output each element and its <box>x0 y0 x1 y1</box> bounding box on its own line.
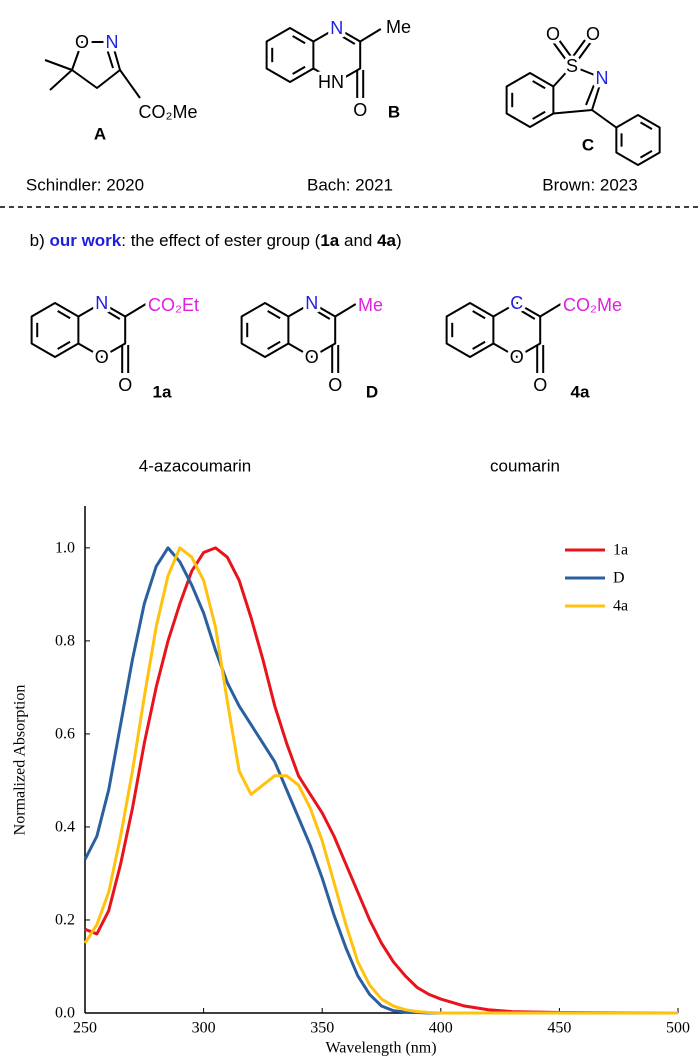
chart: Wavelength (nm) Normalized Absorption 25… <box>12 506 690 1057</box>
heading-part: ) <box>396 231 402 250</box>
caption: coumarin <box>490 457 560 476</box>
atom-label: Me <box>358 295 383 315</box>
atom-label: CO₂Me <box>139 102 198 122</box>
compound-label: B <box>388 103 400 122</box>
heading-part: and <box>339 231 377 250</box>
heading: b) our work: the effect of ester group (… <box>6 231 416 250</box>
ring <box>77 302 127 358</box>
atom-label: N <box>106 32 119 52</box>
x-tick-label: 250 <box>73 1020 97 1037</box>
double-bond <box>532 110 546 120</box>
heading-highlight: our work <box>49 231 121 250</box>
atom-label: N <box>95 293 108 313</box>
double-bond <box>314 309 331 320</box>
heading-part: b) <box>30 231 50 250</box>
ring <box>492 302 542 358</box>
x-tick-label: 400 <box>429 1020 453 1037</box>
atom-label: O <box>586 24 600 44</box>
y-tick-label: 0.4 <box>55 818 75 835</box>
ring <box>287 302 337 358</box>
double-bond <box>267 340 281 350</box>
atom-label: N <box>305 293 318 313</box>
double-bond <box>339 34 356 45</box>
bond <box>359 28 382 43</box>
atom-label: CO₂Me <box>563 295 622 315</box>
bond <box>124 303 147 318</box>
double-bond <box>57 310 71 320</box>
ring <box>312 27 362 83</box>
double-bond <box>267 310 281 320</box>
atom-label: C <box>510 293 523 313</box>
caption: 4-azacoumarin <box>139 457 251 476</box>
y-tick-label: 0.6 <box>55 725 75 742</box>
legend-label: 4a <box>613 598 628 615</box>
atom-label: O <box>305 347 319 367</box>
ring <box>445 302 495 358</box>
compound-label: 4a <box>571 383 590 402</box>
double-bond <box>57 340 71 350</box>
bond <box>334 303 357 318</box>
heading-part: 4a <box>377 231 396 250</box>
atom-label: O <box>510 347 524 367</box>
y-tick-label: 0.0 <box>55 1005 75 1022</box>
heading-part: 1a <box>320 231 339 250</box>
caption: Schindler: 2020 <box>26 176 144 195</box>
y-tick-label: 0.2 <box>55 911 75 928</box>
compound-label: C <box>582 136 594 155</box>
atom-label: O <box>328 375 342 395</box>
atom-label: HN <box>318 72 344 92</box>
y-tick-label: 1.0 <box>55 539 75 556</box>
y-axis-label: Normalized Absorption <box>12 685 29 836</box>
double-bond <box>519 309 536 320</box>
legend-label: 1a <box>613 542 628 559</box>
y-tick-label: 0.8 <box>55 632 75 649</box>
double-bond <box>104 309 121 320</box>
atom-label: O <box>353 100 367 120</box>
x-tick-label: 350 <box>310 1020 334 1037</box>
atom-label: S <box>566 56 578 76</box>
compound-label: A <box>94 125 106 144</box>
double-bond <box>532 80 546 90</box>
heading-part: : the effect of ester group ( <box>121 231 320 250</box>
ring <box>265 27 315 83</box>
ring <box>240 302 290 358</box>
x-tick-label: 500 <box>666 1020 690 1037</box>
double-bond <box>292 35 306 45</box>
atom-label: O <box>95 347 109 367</box>
double-bond <box>639 150 653 159</box>
atom-label: O <box>118 375 132 395</box>
series-line <box>83 546 678 1015</box>
compound-label: D <box>366 383 378 402</box>
atom-label: CO₂Et <box>148 295 199 315</box>
bond <box>539 303 562 318</box>
atom-label: O <box>75 32 89 52</box>
x-axis-label: Wavelength (nm) <box>325 1040 436 1057</box>
ring <box>30 302 80 358</box>
caption: Brown: 2023 <box>542 176 637 195</box>
structure-bonds <box>30 27 661 373</box>
atom-label: N <box>596 68 609 88</box>
caption: Bach: 2021 <box>307 176 393 195</box>
atom-label: Me <box>386 17 411 37</box>
ring <box>615 114 661 166</box>
double-bond <box>472 340 486 350</box>
series-line <box>84 546 679 1015</box>
x-tick-label: 300 <box>192 1020 216 1037</box>
double-bond <box>639 121 653 130</box>
double-bond <box>472 310 486 320</box>
atom-label: N <box>330 18 343 38</box>
atom-label: O <box>533 375 547 395</box>
legend-label: D <box>613 570 625 587</box>
compound-label: 1a <box>153 383 172 402</box>
ring <box>505 72 555 128</box>
double-bond <box>292 65 306 75</box>
atom-label: O <box>546 24 560 44</box>
x-tick-label: 450 <box>547 1020 571 1037</box>
